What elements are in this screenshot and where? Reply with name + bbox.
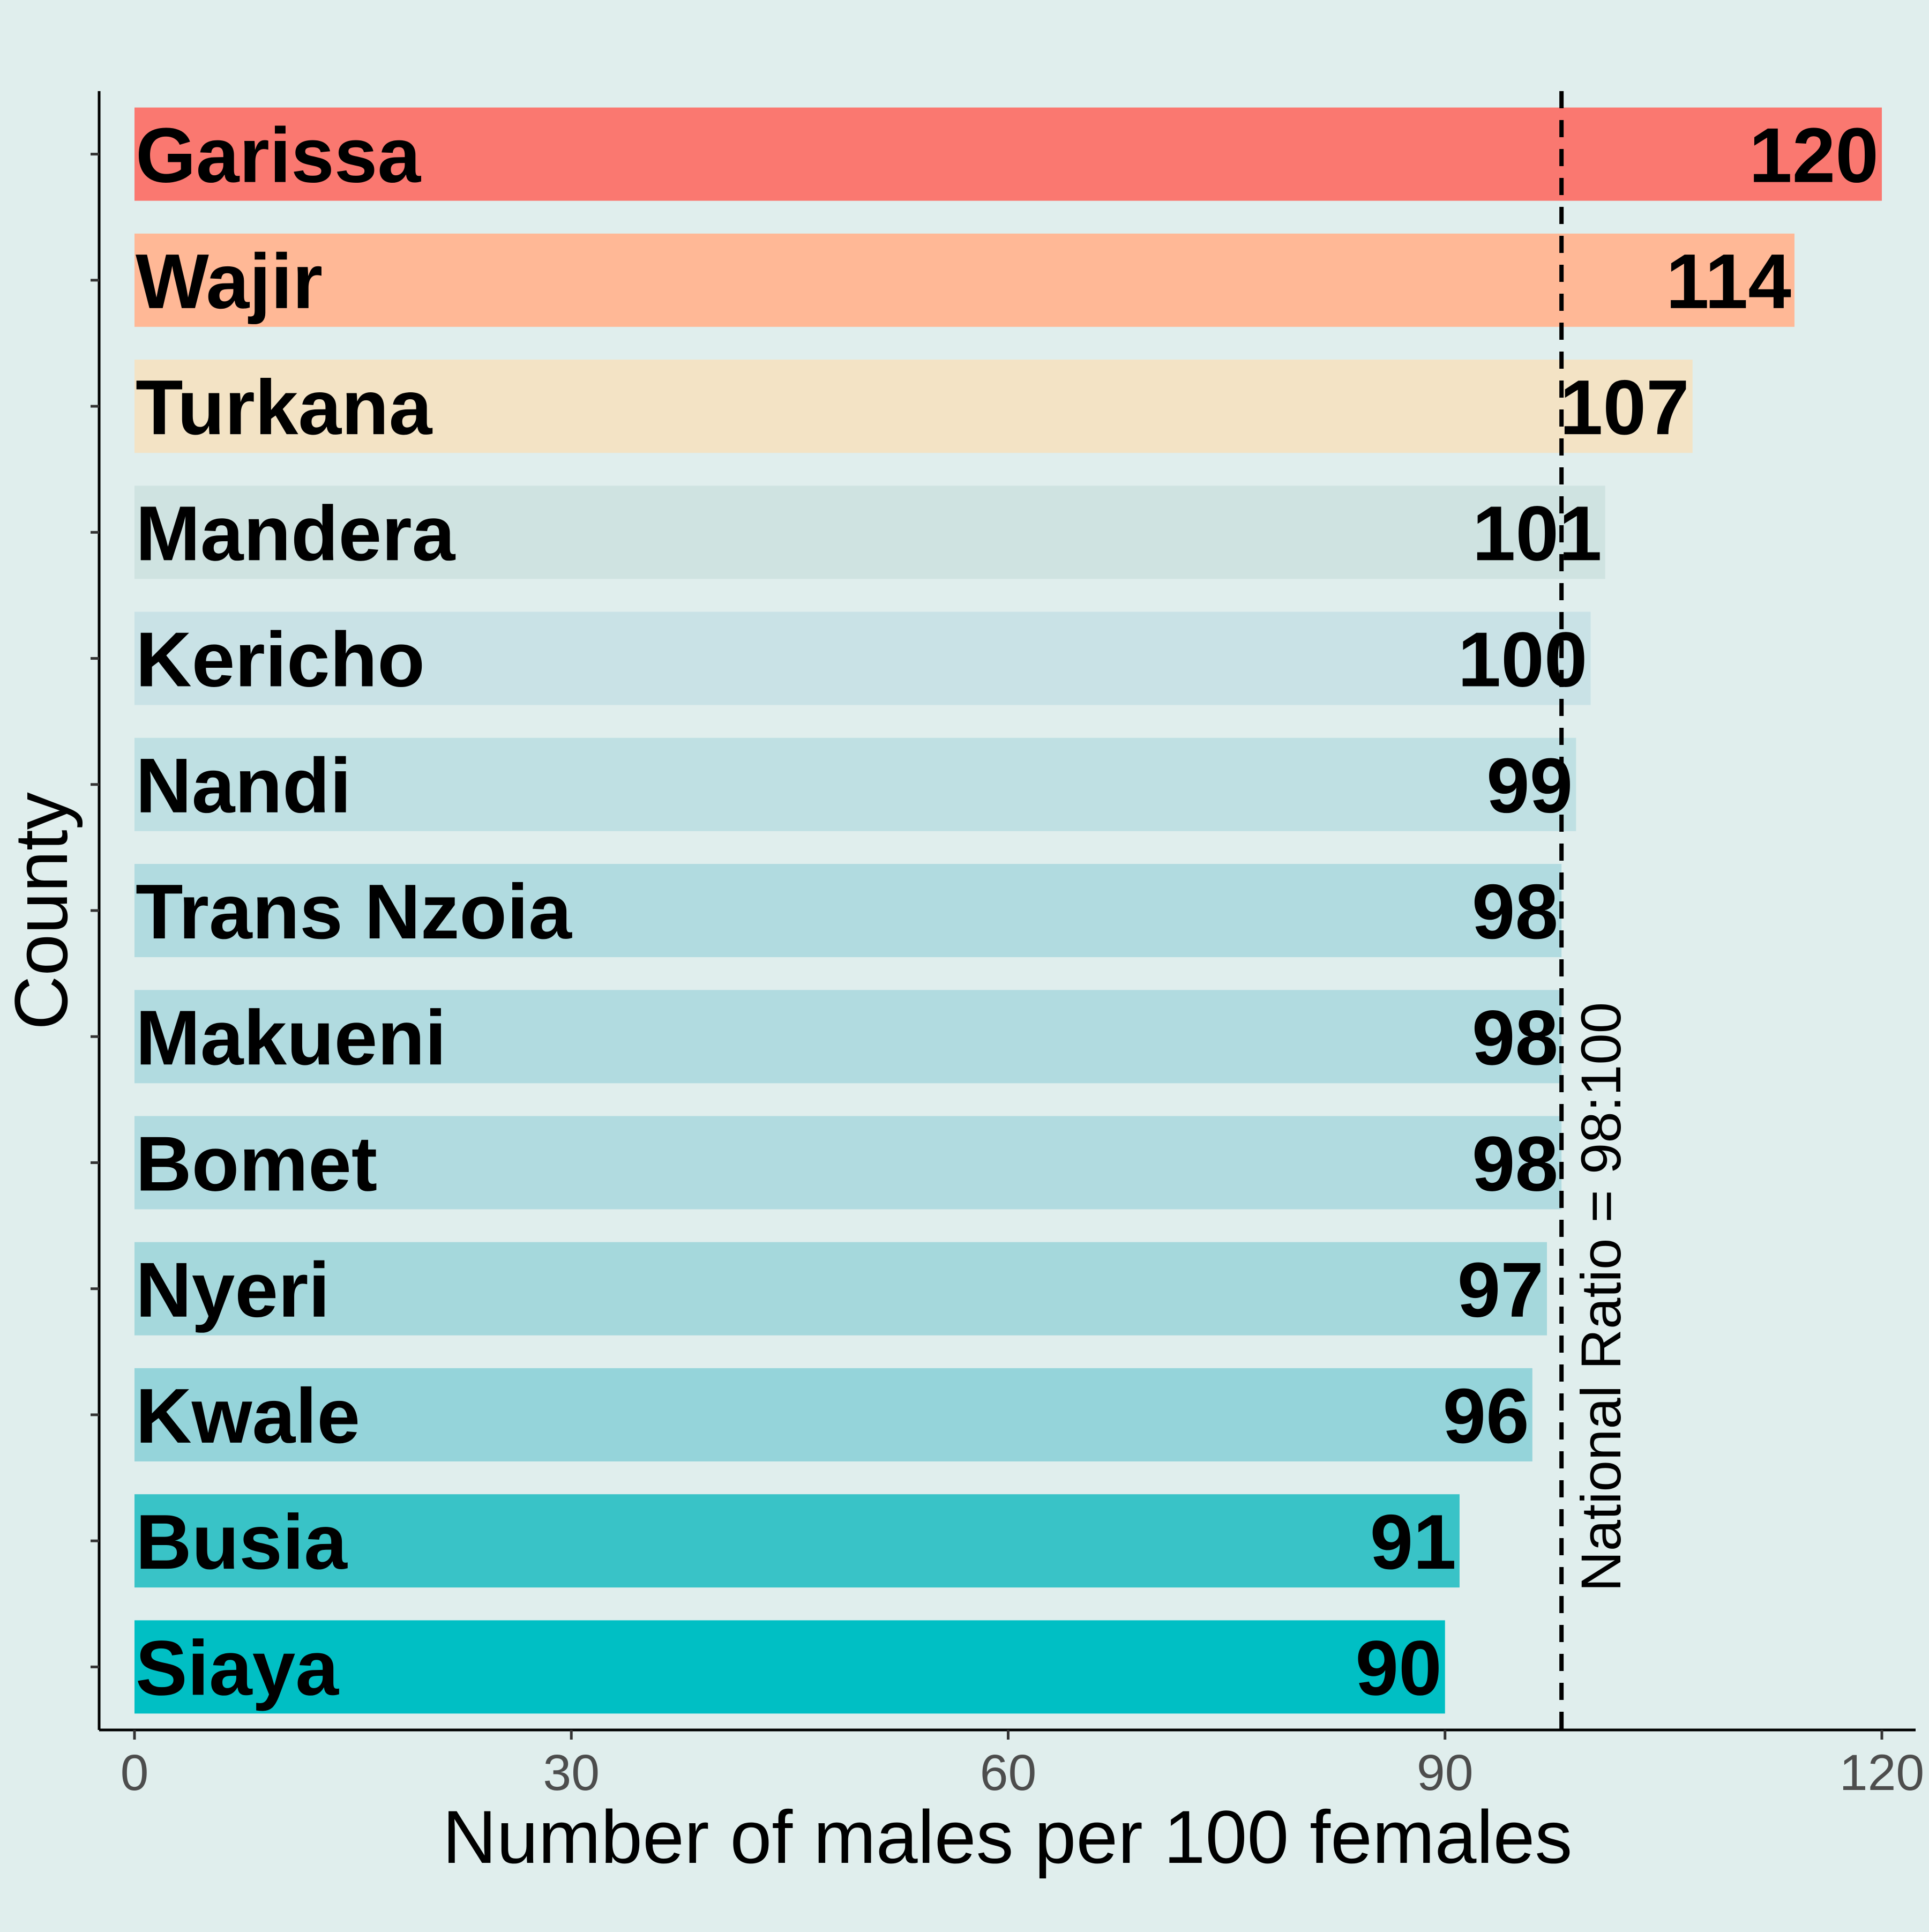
reference-line-layer: National Ratio = 98:100 xyxy=(1559,91,1633,1730)
value-label-kwale: 96 xyxy=(1443,1372,1529,1459)
value-label-garissa: 120 xyxy=(1749,112,1879,199)
x-tick-label-90: 90 xyxy=(1417,1744,1474,1801)
bar-trans-nzoia xyxy=(134,864,1562,957)
value-label-nyeri: 97 xyxy=(1457,1247,1544,1333)
category-label-siaya: Siaya xyxy=(136,1624,339,1711)
value-label-makueni: 98 xyxy=(1472,994,1558,1081)
value-label-bomet: 98 xyxy=(1472,1120,1558,1207)
national-ratio-label: National Ratio = 98:100 xyxy=(1570,1002,1633,1592)
value-label-wajir: 114 xyxy=(1666,238,1791,325)
value-label-trans-nzoia: 98 xyxy=(1472,868,1558,955)
bar-turkana xyxy=(134,360,1693,453)
category-label-busia: Busia xyxy=(136,1498,348,1585)
axes-layer: 0 30 60 90 120 xyxy=(91,91,1924,1801)
category-label-kwale: Kwale xyxy=(136,1372,360,1459)
bar-nandi xyxy=(134,737,1576,831)
category-label-bomet: Bomet xyxy=(136,1120,377,1207)
value-label-kericho: 100 xyxy=(1458,616,1588,703)
category-label-trans-nzoia: Trans Nzoia xyxy=(136,868,572,955)
bar-nyeri xyxy=(134,1242,1547,1336)
x-tick-label-30: 30 xyxy=(543,1744,600,1801)
category-label-wajir: Wajir xyxy=(136,238,323,325)
x-tick-label-120: 120 xyxy=(1840,1744,1925,1801)
bar-makueni xyxy=(134,990,1562,1084)
x-tick-label-0: 0 xyxy=(121,1744,149,1801)
bar-bomet xyxy=(134,1116,1562,1210)
category-label-nyeri: Nyeri xyxy=(136,1247,330,1333)
value-label-busia: 91 xyxy=(1370,1498,1456,1585)
value-label-mandera: 101 xyxy=(1472,490,1602,577)
bar-garissa xyxy=(134,107,1882,201)
category-label-mandera: Mandera xyxy=(136,490,456,577)
category-label-nandi: Nandi xyxy=(136,742,352,829)
value-label-nandi: 99 xyxy=(1486,742,1573,829)
bar-busia xyxy=(134,1494,1460,1588)
bar-mandera xyxy=(134,486,1605,579)
bar-kericho xyxy=(134,611,1591,705)
y-axis-title: County xyxy=(0,792,83,1030)
value-label-siaya: 90 xyxy=(1355,1624,1441,1711)
bar-kwale xyxy=(134,1368,1532,1461)
value-label-turkana: 107 xyxy=(1560,364,1689,451)
category-label-makueni: Makueni xyxy=(136,994,446,1081)
category-label-turkana: Turkana xyxy=(136,364,433,451)
bar-siaya xyxy=(134,1620,1445,1714)
bars-layer: Garissa 120 Wajir 114 Turkana 107 Mandera 101 Ke… xyxy=(134,107,1882,1714)
bar-wajir xyxy=(134,233,1795,327)
category-label-garissa: Garissa xyxy=(136,112,421,199)
x-axis-title: Number of males per 100 females xyxy=(443,1795,1573,1879)
category-label-kericho: Kericho xyxy=(136,616,425,703)
x-tick-label-60: 60 xyxy=(980,1744,1037,1801)
